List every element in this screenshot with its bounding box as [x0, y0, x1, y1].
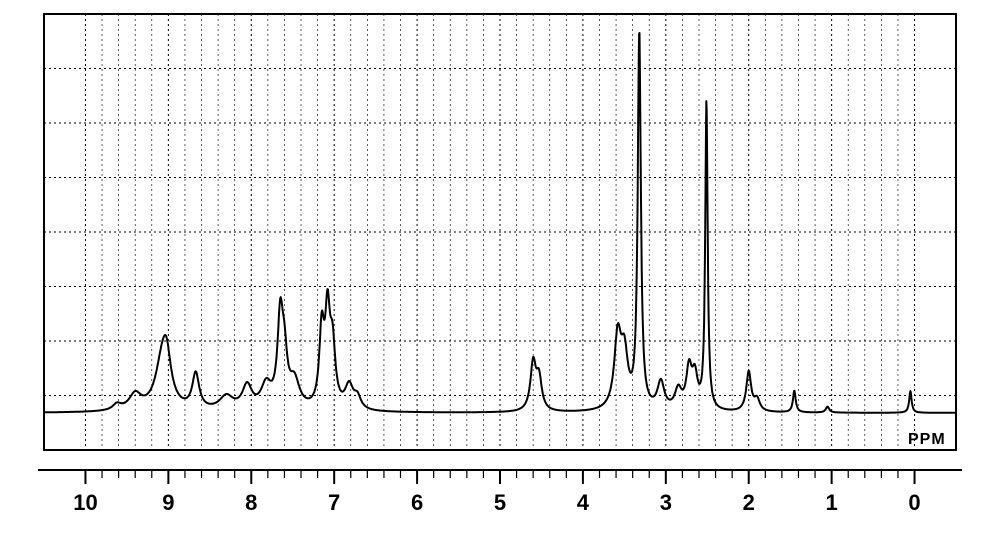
x-tick-label: 1 — [826, 490, 838, 515]
x-tick-label: 0 — [908, 490, 920, 515]
x-axis-label: PPM — [908, 431, 946, 448]
x-tick-label: 4 — [577, 490, 590, 515]
nmr-svg: 0 1 2 3 4 5 6 7 8 9 10 PPM — [0, 0, 1000, 534]
x-tick-label: 6 — [411, 490, 423, 515]
x-tick-label: 2 — [743, 490, 755, 515]
x-tick-label: 7 — [328, 490, 340, 515]
x-tick-label: 5 — [494, 490, 506, 515]
x-tick-label: 10 — [73, 490, 97, 515]
x-tick-label: 9 — [162, 490, 174, 515]
x-tick-label: 8 — [245, 490, 257, 515]
nmr-chart: 0 1 2 3 4 5 6 7 8 9 10 PPM — [0, 0, 1000, 534]
x-tick-label: 3 — [660, 490, 672, 515]
